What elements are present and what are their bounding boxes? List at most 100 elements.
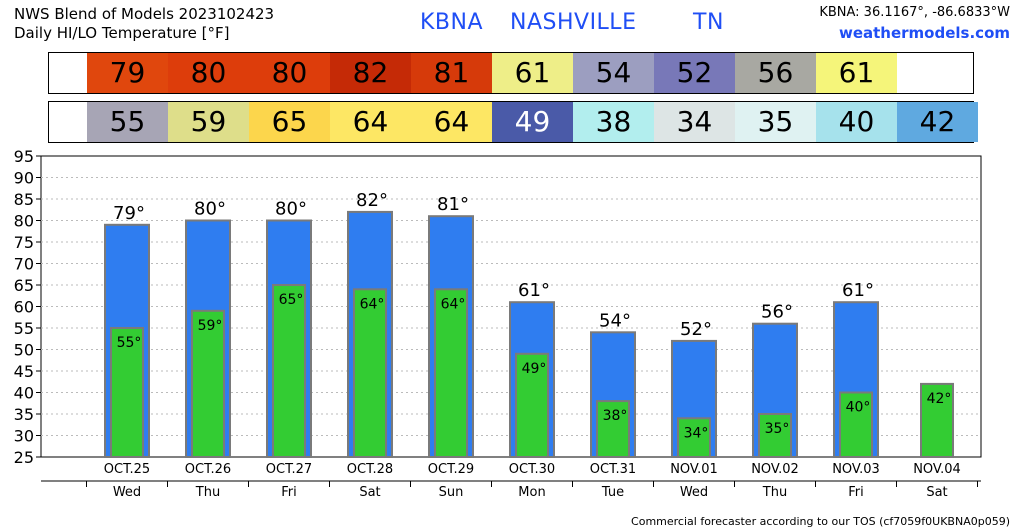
y-tick-label: 50 — [14, 341, 34, 360]
high-band-cell: 61 — [816, 53, 897, 93]
low-temp-bar — [434, 288, 468, 458]
x-date-label: OCT.29 — [428, 462, 474, 477]
x-weekday-label: Mon — [518, 485, 545, 500]
low-temp-bar — [920, 382, 954, 458]
low-temp-bar — [191, 309, 225, 458]
high-band-cell: 79 — [87, 53, 168, 93]
high-temp-label: 80° — [275, 199, 307, 220]
x-date-label: OCT.27 — [266, 462, 312, 477]
high-band-cell: 80 — [168, 53, 249, 93]
high-temp-label: 82° — [356, 190, 388, 211]
y-tick-label: 45 — [14, 362, 34, 381]
x-weekday-label: Tue — [601, 485, 624, 500]
low-temp-label: 38° — [603, 408, 628, 424]
low-temp-label: 64° — [360, 296, 385, 312]
high-band-cell: 54 — [573, 53, 654, 93]
low-band-cell: 55 — [87, 102, 168, 142]
low-temperature-band: 55 59 65 64 64 49 38 34 35 40 42 — [48, 101, 978, 143]
x-date-label: OCT.25 — [104, 462, 150, 477]
low-temp-bar — [353, 288, 387, 458]
x-weekday-label: Thu — [195, 485, 220, 500]
y-tick-label: 40 — [14, 384, 34, 403]
y-tick-label: 60 — [14, 298, 34, 317]
x-weekday-label: Wed — [680, 485, 708, 500]
low-temp-label: 59° — [198, 318, 223, 334]
low-temp-bar — [758, 413, 792, 458]
low-temp-label: 42° — [927, 391, 952, 407]
high-temp-label: 61° — [518, 280, 550, 301]
x-weekday-label: Wed — [113, 485, 141, 500]
low-temp-label: 65° — [279, 292, 304, 308]
x-weekday-label: Fri — [848, 485, 864, 500]
high-temp-label: 56° — [761, 302, 793, 323]
low-temp-bar — [596, 400, 630, 459]
high-band-cell: 82 — [330, 53, 411, 93]
low-band-cell: 59 — [168, 102, 249, 142]
high-temp-label: 79° — [113, 203, 145, 224]
high-temperature-band: 79 80 80 82 81 61 54 52 56 61 — [48, 52, 974, 94]
low-temp-bar — [272, 284, 306, 458]
high-band-cell: 80 — [249, 53, 330, 93]
low-temp-label: 64° — [441, 296, 466, 312]
low-temp-label: 35° — [765, 421, 790, 437]
low-band-cell: 65 — [249, 102, 330, 142]
low-band-cell: 42 — [897, 102, 978, 142]
high-band-cell: 61 — [492, 53, 573, 93]
high-band-cell: 81 — [411, 53, 492, 93]
x-date-label: NOV.03 — [832, 462, 880, 477]
title-line-1: NWS Blend of Models 2023102423 — [14, 5, 275, 23]
site-link[interactable]: weathermodels.com — [838, 24, 1010, 42]
high-band-cell: 52 — [654, 53, 735, 93]
low-band-cell: 35 — [735, 102, 816, 142]
y-tick-label: 75 — [14, 233, 34, 252]
y-tick-label: 70 — [14, 255, 34, 274]
low-band-cell: 64 — [330, 102, 411, 142]
x-date-label: OCT.30 — [509, 462, 555, 477]
x-date-label: NOV.04 — [913, 462, 961, 477]
y-tick-label: 25 — [14, 448, 34, 467]
station-state: TN — [693, 10, 724, 35]
x-weekday-label: Sun — [439, 485, 464, 500]
high-temp-label: 80° — [194, 199, 226, 220]
y-tick-label: 30 — [14, 427, 34, 446]
x-date-label: OCT.31 — [590, 462, 636, 477]
y-tick-label: 35 — [14, 405, 34, 424]
low-temp-bar — [839, 391, 873, 458]
x-weekday-label: Sat — [926, 485, 947, 500]
low-temp-bar — [677, 417, 711, 458]
y-tick-label: 65 — [14, 276, 34, 295]
low-temp-bar — [515, 352, 549, 458]
low-band-cell: 64 — [411, 102, 492, 142]
low-temp-label: 49° — [522, 361, 547, 377]
station-id: KBNA — [420, 10, 484, 35]
high-temp-label: 52° — [680, 319, 712, 340]
low-temp-label: 55° — [117, 335, 142, 351]
y-tick-label: 85 — [14, 190, 34, 209]
station-city: NASHVILLE — [510, 10, 637, 35]
x-weekday-label: Thu — [762, 485, 787, 500]
low-temp-label: 34° — [684, 425, 709, 441]
x-date-label: OCT.28 — [347, 462, 393, 477]
low-temp-bar — [110, 327, 144, 458]
high-temp-label: 81° — [437, 194, 469, 215]
x-weekday-label: Sat — [359, 485, 380, 500]
y-tick-label: 55 — [14, 319, 34, 338]
y-tick-label: 80 — [14, 212, 34, 231]
high-band-cell: 56 — [735, 53, 816, 93]
x-date-label: NOV.01 — [670, 462, 718, 477]
low-band-cell: 40 — [816, 102, 897, 142]
chart-title: NWS Blend of Models 2023102423 Daily HI/… — [14, 5, 274, 43]
low-band-cell: 49 — [492, 102, 573, 142]
x-date-label: NOV.02 — [751, 462, 799, 477]
title-line-2: Daily HI/LO Temperature [°F] — [14, 24, 230, 42]
low-temp-label: 40° — [846, 400, 871, 416]
x-weekday-label: Fri — [281, 485, 297, 500]
low-band-cell: 34 — [654, 102, 735, 142]
high-temp-label: 61° — [842, 280, 874, 301]
low-band-cell: 38 — [573, 102, 654, 142]
station-coordinates: KBNA: 36.1167°, -86.6833°W — [819, 5, 1010, 20]
y-tick-label: 95 — [14, 147, 34, 166]
footer-note: Commercial forecaster according to our T… — [631, 515, 1010, 528]
high-temp-label: 54° — [599, 310, 631, 331]
